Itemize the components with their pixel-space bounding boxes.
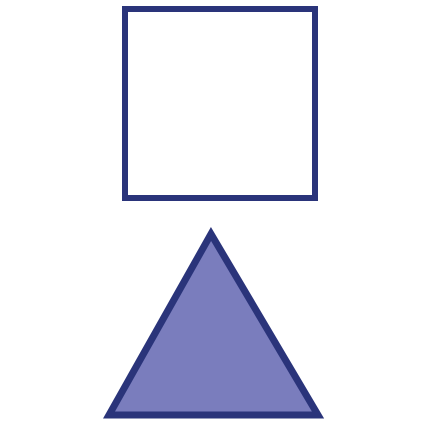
square-shape xyxy=(122,6,318,201)
triangle-shape xyxy=(103,226,325,419)
